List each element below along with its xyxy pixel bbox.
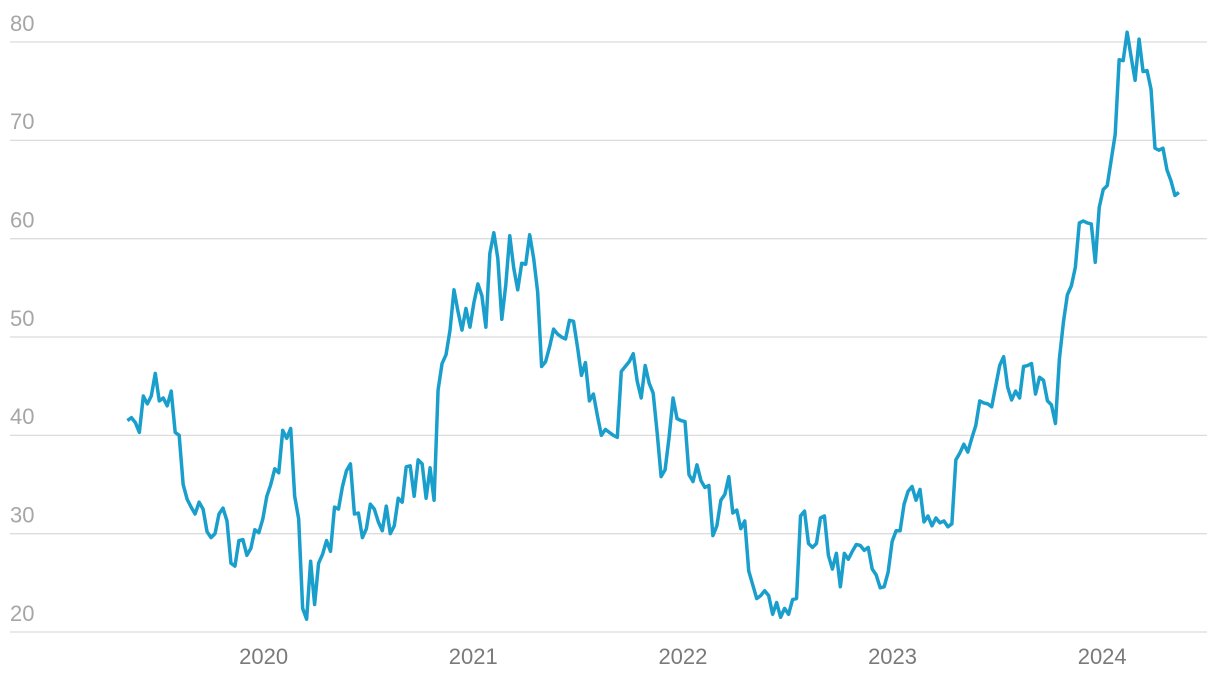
- y-tick-label: 80: [10, 11, 34, 36]
- y-tick-label: 70: [10, 109, 34, 134]
- y-tick-label: 60: [10, 207, 34, 232]
- x-tick-label: 2024: [1078, 644, 1127, 669]
- y-tick-label: 30: [10, 502, 34, 527]
- y-tick-label: 20: [10, 601, 34, 626]
- x-tick-label: 2023: [868, 644, 917, 669]
- x-tick-label: 2021: [449, 644, 498, 669]
- y-tick-label: 40: [10, 404, 34, 429]
- x-tick-label: 2022: [658, 644, 707, 669]
- line: [126, 30, 1180, 621]
- x-tick-label: 2020: [239, 644, 288, 669]
- y-tick-label: 50: [10, 306, 34, 331]
